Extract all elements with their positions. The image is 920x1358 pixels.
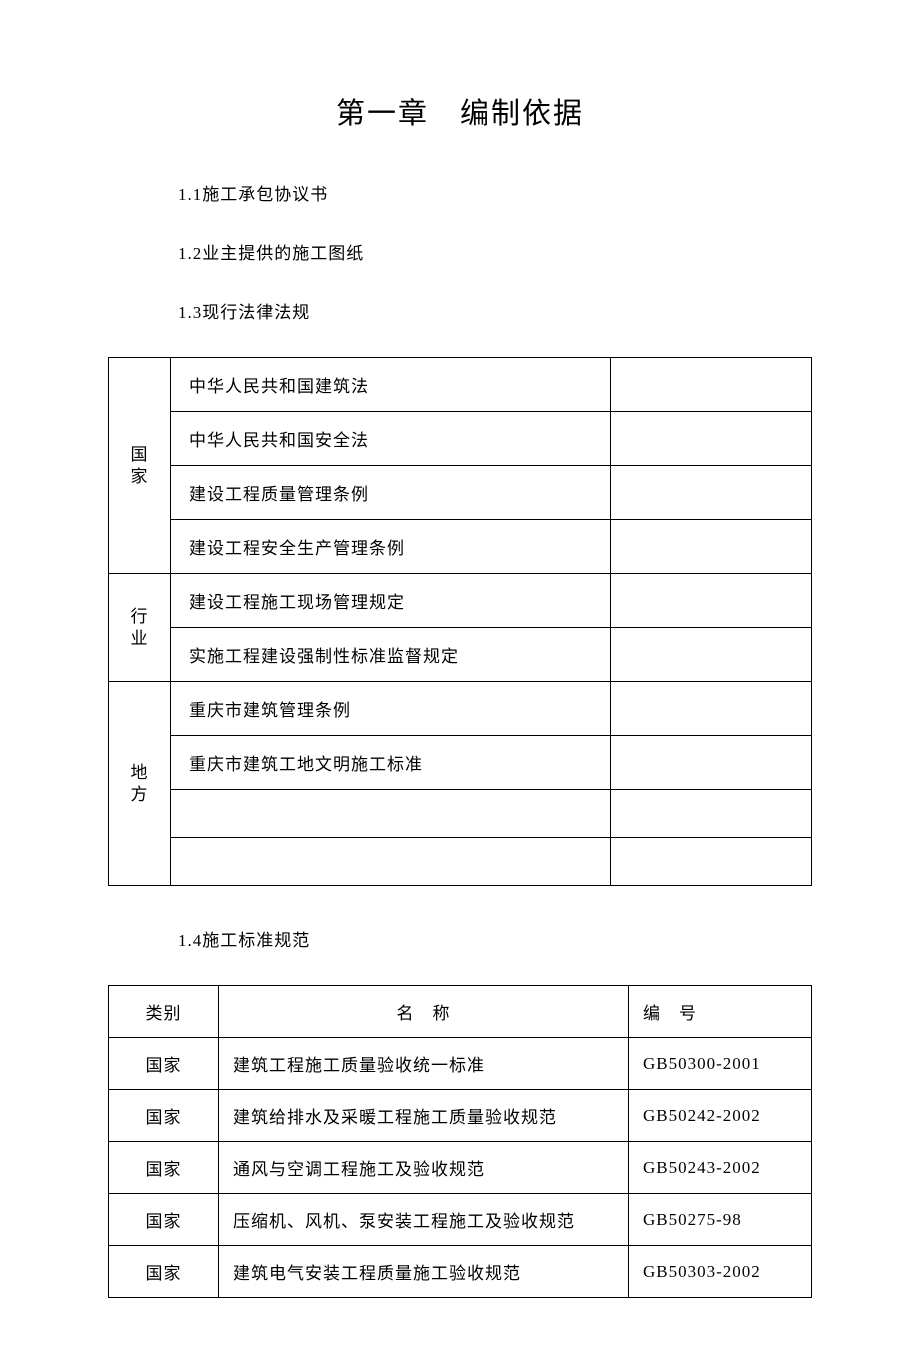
chapter-title: 第一章 编制依据 [108,90,812,132]
table-row: 国家 通风与空调工程施工及验收规范 GB50243-2002 [109,1142,812,1194]
header-name: 名 称 [219,986,629,1038]
law-code [611,736,812,790]
table-row: 国家 压缩机、风机、泵安装工程施工及验收规范 GB50275-98 [109,1194,812,1246]
law-code [611,358,812,412]
table-row: 行业 建设工程施工现场管理规定 [109,574,812,628]
law-name [171,790,611,838]
law-code [611,412,812,466]
std-code: GB50303-2002 [629,1246,812,1298]
law-code [611,520,812,574]
std-category: 国家 [109,1194,219,1246]
std-category: 国家 [109,1090,219,1142]
std-code: GB50300-2001 [629,1038,812,1090]
law-name: 中华人民共和国建筑法 [171,358,611,412]
table-row: 重庆市建筑工地文明施工标准 [109,736,812,790]
table-row [109,790,812,838]
header-category: 类别 [109,986,219,1038]
table-row: 国家 建筑工程施工质量验收统一标准 GB50300-2001 [109,1038,812,1090]
category-national: 国家 [109,358,171,574]
law-code [611,466,812,520]
section-1-2: 1.2业主提供的施工图纸 [178,239,812,264]
category-local: 地方 [109,682,171,886]
std-code: GB50242-2002 [629,1090,812,1142]
std-name: 建筑工程施工质量验收统一标准 [219,1038,629,1090]
laws-regulations-table: 国家 中华人民共和国建筑法 中华人民共和国安全法 建设工程质量管理条例 建设工程… [108,357,812,886]
std-code: GB50275-98 [629,1194,812,1246]
law-code [611,574,812,628]
std-category: 国家 [109,1246,219,1298]
law-name: 建设工程安全生产管理条例 [171,520,611,574]
law-code [611,682,812,736]
law-name: 中华人民共和国安全法 [171,412,611,466]
table-row: 国家 建筑给排水及采暖工程施工质量验收规范 GB50242-2002 [109,1090,812,1142]
section-1-1: 1.1施工承包协议书 [178,180,812,205]
std-name: 压缩机、风机、泵安装工程施工及验收规范 [219,1194,629,1246]
table-row: 建设工程质量管理条例 [109,466,812,520]
law-name: 重庆市建筑工地文明施工标准 [171,736,611,790]
law-code [611,628,812,682]
law-name [171,838,611,886]
std-name: 建筑给排水及采暖工程施工质量验收规范 [219,1090,629,1142]
table-row: 中华人民共和国安全法 [109,412,812,466]
std-code: GB50243-2002 [629,1142,812,1194]
table-row: 国家 中华人民共和国建筑法 [109,358,812,412]
table-row: 地方 重庆市建筑管理条例 [109,682,812,736]
std-name: 建筑电气安装工程质量施工验收规范 [219,1246,629,1298]
table-row: 实施工程建设强制性标准监督规定 [109,628,812,682]
law-name: 重庆市建筑管理条例 [171,682,611,736]
std-category: 国家 [109,1038,219,1090]
header-code: 编 号 [629,986,812,1038]
table-row: 建设工程安全生产管理条例 [109,520,812,574]
table-row: 国家 建筑电气安装工程质量施工验收规范 GB50303-2002 [109,1246,812,1298]
standards-table: 类别 名 称 编 号 国家 建筑工程施工质量验收统一标准 GB50300-200… [108,985,812,1298]
std-category: 国家 [109,1142,219,1194]
table-row [109,838,812,886]
table-header-row: 类别 名 称 编 号 [109,986,812,1038]
category-industry: 行业 [109,574,171,682]
law-code [611,838,812,886]
std-name: 通风与空调工程施工及验收规范 [219,1142,629,1194]
law-name: 实施工程建设强制性标准监督规定 [171,628,611,682]
law-name: 建设工程质量管理条例 [171,466,611,520]
law-code [611,790,812,838]
law-name: 建设工程施工现场管理规定 [171,574,611,628]
section-1-4: 1.4施工标准规范 [178,926,812,951]
section-1-3: 1.3现行法律法规 [178,298,812,323]
